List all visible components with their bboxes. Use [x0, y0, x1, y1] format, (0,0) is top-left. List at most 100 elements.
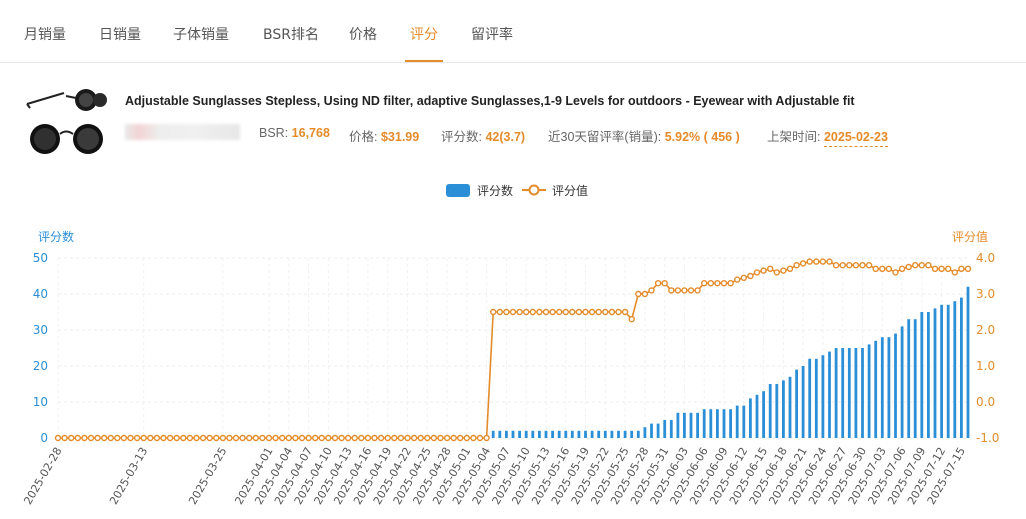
- count-bar[interactable]: [933, 308, 937, 438]
- count-bar[interactable]: [524, 430, 528, 438]
- rating-point[interactable]: [94, 434, 101, 442]
- rating-point[interactable]: [265, 434, 273, 442]
- count-bar[interactable]: [775, 384, 779, 438]
- rating-point[interactable]: [575, 308, 583, 316]
- rating-point[interactable]: [147, 434, 154, 442]
- count-bar[interactable]: [795, 369, 798, 438]
- rating-point[interactable]: [819, 258, 827, 265]
- rating-point[interactable]: [312, 434, 319, 442]
- count-bar[interactable]: [913, 319, 917, 438]
- rating-point[interactable]: [483, 434, 490, 442]
- count-bar[interactable]: [689, 412, 693, 438]
- count-bar[interactable]: [531, 430, 535, 438]
- rating-point[interactable]: [272, 434, 279, 442]
- rating-point[interactable]: [166, 434, 174, 442]
- rating-point[interactable]: [239, 434, 246, 442]
- rating-point[interactable]: [740, 274, 747, 282]
- rating-point[interactable]: [898, 265, 906, 273]
- count-bar[interactable]: [801, 366, 805, 438]
- rating-point[interactable]: [463, 434, 470, 442]
- rating-point[interactable]: [424, 434, 431, 442]
- rating-point[interactable]: [298, 434, 306, 442]
- rating-point[interactable]: [127, 434, 134, 442]
- count-bar[interactable]: [577, 430, 581, 438]
- count-bar[interactable]: [808, 358, 812, 438]
- rating-point[interactable]: [384, 434, 391, 442]
- rating-point[interactable]: [338, 434, 345, 442]
- rating-point[interactable]: [542, 308, 550, 316]
- count-bar[interactable]: [716, 409, 719, 438]
- rating-point[interactable]: [87, 434, 95, 442]
- count-bar[interactable]: [570, 430, 574, 438]
- rating-point[interactable]: [832, 261, 840, 269]
- rating-point[interactable]: [252, 434, 260, 442]
- count-bar[interactable]: [900, 326, 904, 438]
- rating-point[interactable]: [490, 308, 497, 316]
- rating-point[interactable]: [213, 434, 220, 442]
- rating-point[interactable]: [556, 308, 563, 316]
- count-bar[interactable]: [617, 430, 620, 438]
- rating-point[interactable]: [925, 261, 932, 269]
- rating-point[interactable]: [318, 434, 325, 442]
- rating-point[interactable]: [668, 287, 675, 294]
- count-bar[interactable]: [557, 430, 561, 438]
- count-bar[interactable]: [597, 430, 601, 438]
- rating-point[interactable]: [245, 434, 253, 442]
- rating-point[interactable]: [377, 434, 385, 442]
- rating-point[interactable]: [417, 434, 424, 442]
- rating-point[interactable]: [503, 308, 510, 316]
- rating-point[interactable]: [509, 308, 517, 316]
- rating-point[interactable]: [120, 434, 128, 442]
- rating-point[interactable]: [879, 265, 886, 273]
- count-bar[interactable]: [722, 409, 726, 438]
- count-bar[interactable]: [551, 430, 554, 438]
- tab-monthly-sales[interactable]: 月销量: [24, 27, 66, 43]
- count-bar[interactable]: [663, 420, 667, 438]
- rating-point[interactable]: [661, 279, 668, 287]
- rating-point[interactable]: [964, 265, 972, 273]
- product-title[interactable]: Adjustable Sunglasses Stepless, Using ND…: [125, 94, 855, 108]
- rating-point[interactable]: [582, 308, 589, 316]
- rating-point[interactable]: [199, 434, 207, 442]
- count-bar[interactable]: [564, 430, 568, 438]
- rating-point[interactable]: [912, 261, 919, 269]
- rating-point[interactable]: [826, 258, 833, 265]
- rating-point[interactable]: [767, 265, 774, 273]
- rating-point[interactable]: [799, 260, 807, 267]
- count-bar[interactable]: [907, 319, 911, 438]
- count-bar[interactable]: [623, 430, 627, 438]
- count-bar[interactable]: [544, 430, 548, 438]
- legend-item-rating[interactable]: 评分值: [522, 183, 588, 198]
- count-bar[interactable]: [742, 405, 746, 438]
- count-bar[interactable]: [518, 430, 521, 438]
- rating-point[interactable]: [654, 279, 662, 287]
- rating-point[interactable]: [450, 434, 457, 442]
- rating-point[interactable]: [562, 308, 569, 316]
- count-bar[interactable]: [946, 304, 950, 438]
- count-bar[interactable]: [735, 405, 739, 438]
- count-bar[interactable]: [669, 420, 673, 438]
- rating-point[interactable]: [595, 308, 602, 316]
- rating-point[interactable]: [397, 434, 405, 442]
- rating-point[interactable]: [81, 434, 88, 442]
- count-bar[interactable]: [782, 380, 785, 438]
- rating-point[interactable]: [918, 261, 925, 269]
- count-bar[interactable]: [538, 430, 541, 438]
- rating-point[interactable]: [186, 434, 194, 442]
- rating-point[interactable]: [588, 308, 596, 316]
- count-bar[interactable]: [768, 384, 772, 438]
- count-bar[interactable]: [887, 337, 891, 438]
- rating-point[interactable]: [404, 434, 411, 442]
- rating-point[interactable]: [232, 434, 240, 442]
- rating-point[interactable]: [430, 434, 438, 442]
- count-bar[interactable]: [940, 304, 943, 438]
- rating-point[interactable]: [714, 279, 721, 287]
- count-bar[interactable]: [841, 348, 845, 438]
- rating-point[interactable]: [945, 265, 952, 273]
- rating-point[interactable]: [687, 287, 695, 294]
- rating-point[interactable]: [734, 276, 741, 283]
- rating-point[interactable]: [852, 261, 860, 269]
- count-bar[interactable]: [702, 409, 706, 438]
- listed-date-value[interactable]: 2025-02-23: [823, 130, 888, 147]
- rating-point[interactable]: [780, 267, 787, 274]
